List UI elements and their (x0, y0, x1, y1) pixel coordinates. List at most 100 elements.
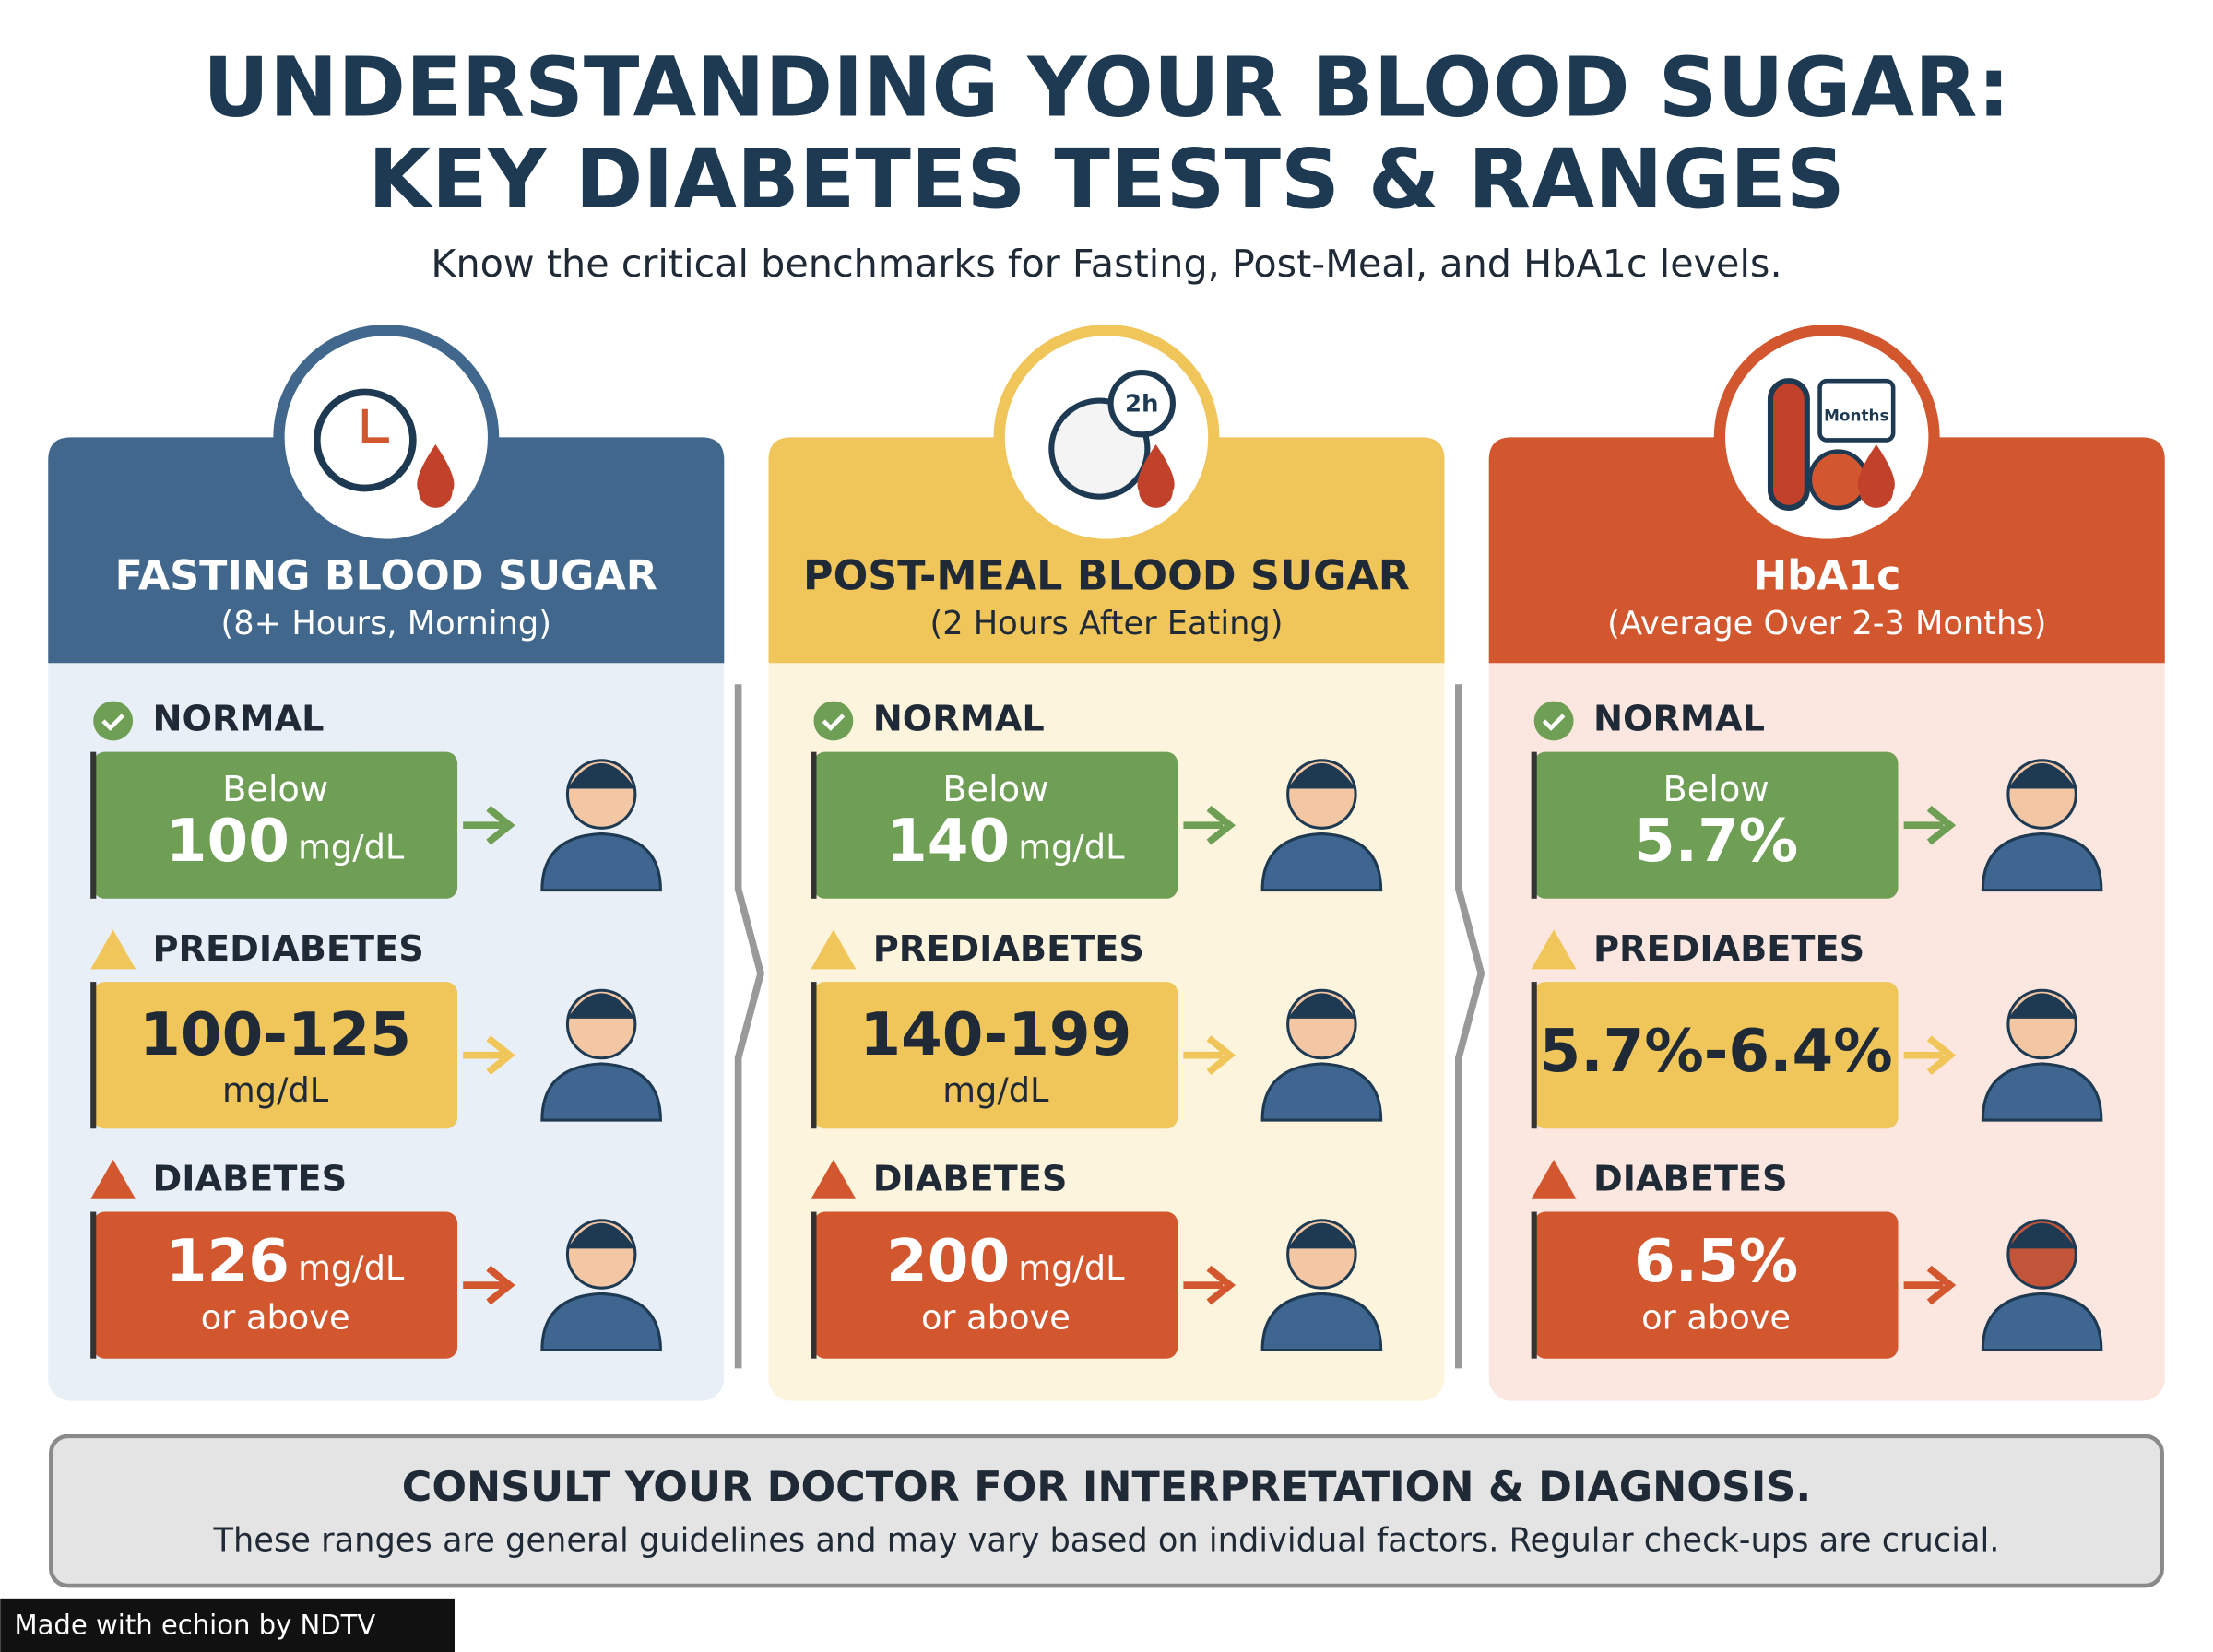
range-value: 140 (886, 807, 1010, 876)
panel-subtitle: (2 Hours After Eating) (930, 605, 1284, 643)
check (1542, 714, 1566, 731)
person-body (1981, 1292, 2103, 1352)
range-box (93, 982, 458, 1129)
range-box (93, 1211, 458, 1359)
person-hair (567, 993, 635, 1019)
range-box-edge (1531, 1211, 1537, 1359)
status-label: NORMAL (873, 698, 1045, 739)
drop (1857, 444, 1895, 508)
range-value: 126 (166, 1227, 290, 1296)
range-top: Below (1663, 769, 1769, 810)
arrow (463, 1035, 515, 1076)
drop (1137, 444, 1175, 508)
person-body (540, 1062, 662, 1122)
range-value: 100-125 (139, 1000, 411, 1069)
range-value: 5.7%-6.4% (1540, 1017, 1893, 1086)
chevron (734, 684, 765, 1369)
range-box (93, 751, 458, 899)
footer-heading: CONSULT YOUR DOCTOR FOR INTERPRETATION &… (402, 1464, 1811, 1511)
range-box-edge (90, 1211, 97, 1359)
percent-badge (1807, 449, 1869, 511)
subtitle: Know the critical benchmarks for Fasting… (431, 242, 1781, 286)
status-label: DIABETES (873, 1158, 1068, 1199)
status-label: PREDIABETES (1593, 928, 1864, 970)
arrow (1183, 1265, 1237, 1305)
panel-title: FASTING BLOOD SUGAR (115, 552, 657, 599)
arrow (1183, 805, 1237, 845)
range-box (813, 1211, 1178, 1359)
status-icon (813, 701, 854, 741)
status-label: DIABETES (1593, 1158, 1788, 1199)
range-unit: mg/dL (222, 1070, 329, 1110)
arrow (463, 805, 515, 845)
person-body (540, 832, 662, 892)
check (822, 714, 846, 731)
status-label: PREDIABETES (873, 928, 1144, 970)
status-icon (1531, 1159, 1577, 1199)
watermark: Made with echion by NDTV (15, 1609, 376, 1640)
person-body (540, 1292, 662, 1352)
person-hair (567, 1222, 635, 1249)
person-hair (1287, 1222, 1356, 1249)
status-icon (811, 1159, 857, 1199)
person-hair (2007, 1222, 2077, 1249)
panel-title: POST-MEAL BLOOD SUGAR (803, 552, 1410, 599)
range-box (1533, 1211, 1899, 1359)
person-body (1260, 1062, 1383, 1122)
range-box-edge (811, 982, 817, 1129)
person-body (1981, 1062, 2103, 1122)
tube (1767, 378, 1810, 511)
range-unit: mg/dL (1018, 1248, 1125, 1288)
range-box-edge (90, 982, 97, 1129)
footer-text: These ranges are general guidelines and … (213, 1522, 2000, 1560)
range-bottom: or above (201, 1297, 350, 1337)
status-icon (811, 929, 857, 970)
range-box (1533, 982, 1899, 1129)
person-hair (2007, 993, 2077, 1019)
range-bottom: or above (1641, 1297, 1791, 1337)
panel-subtitle: (Average Over 2-3 Months) (1607, 605, 2046, 643)
title: KEY DIABETES TESTS & RANGES (368, 132, 1845, 227)
panels: FASTING BLOOD SUGAR (8+ Hours, Morning) NO… (48, 324, 2165, 1401)
range-box-edge (90, 751, 97, 899)
status-icon (90, 929, 136, 970)
footer-box (49, 1434, 2164, 1588)
status-label: NORMAL (1593, 698, 1765, 739)
range-unit: mg/dL (298, 828, 405, 867)
arrow (1903, 805, 1957, 845)
range-value: 200 (886, 1227, 1010, 1296)
arrow (463, 1265, 515, 1305)
watermark-box (0, 1598, 455, 1652)
panel-body (48, 437, 725, 1401)
range-box-edge (811, 751, 817, 899)
range-value: 140-199 (859, 1000, 1131, 1069)
timer (1107, 369, 1176, 438)
person-body (1260, 1292, 1383, 1352)
panel-subtitle: (8+ Hours, Morning) (221, 605, 551, 643)
range-box (813, 751, 1178, 899)
range-value: 6.5% (1634, 1227, 1798, 1296)
timer-label: 2h (1125, 391, 1159, 419)
status-icon (93, 701, 134, 741)
drop (417, 444, 455, 508)
person-body (1260, 832, 1383, 892)
range-unit: mg/dL (942, 1070, 1049, 1110)
range-top: Below (942, 769, 1048, 810)
check (101, 714, 124, 731)
range-value: 5.7% (1634, 807, 1798, 876)
status-label: PREDIABETES (153, 928, 424, 970)
person-hair (1287, 762, 1356, 789)
arrow (1903, 1265, 1957, 1305)
status-icon (90, 1159, 136, 1199)
status-icon (1533, 701, 1574, 741)
person-hair (1287, 993, 1356, 1019)
calendar (1817, 378, 1896, 442)
panel-body (1488, 437, 2165, 1401)
range-box-edge (1531, 751, 1537, 899)
range-top: Below (222, 769, 328, 810)
range-box-edge (1531, 982, 1537, 1129)
arrow (1903, 1035, 1957, 1076)
arrow (1183, 1035, 1237, 1076)
range-box (813, 982, 1178, 1129)
